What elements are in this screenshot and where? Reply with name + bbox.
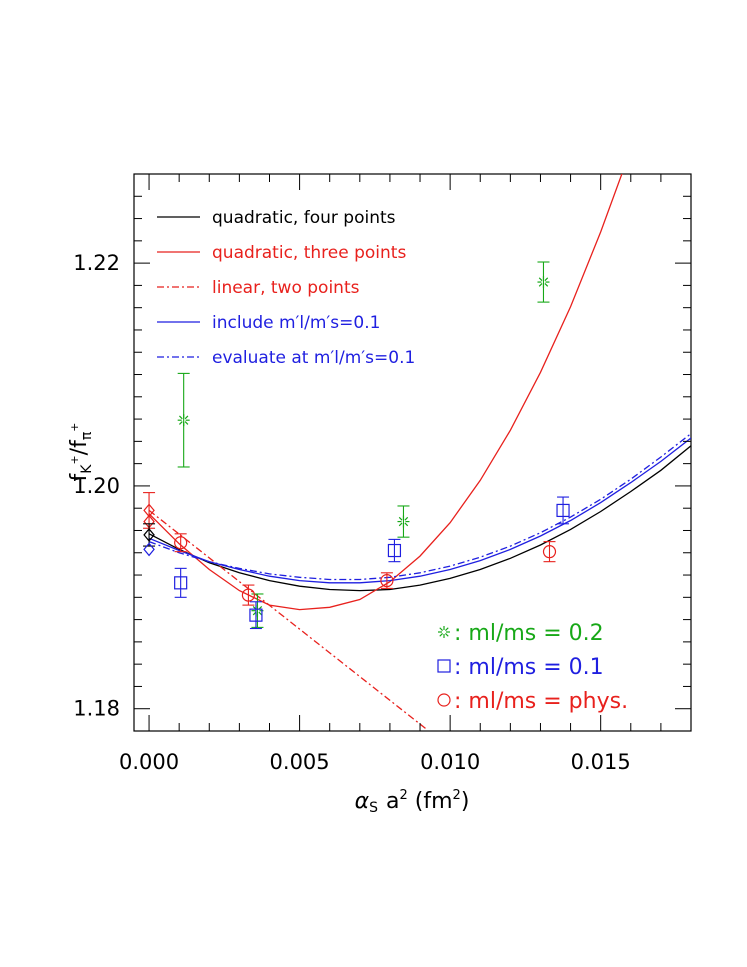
burst-ray [439,632,444,637]
burst-ray [398,516,403,521]
circle-marker [437,693,451,707]
square-marker [174,576,188,590]
fit-legend: quadratic, four points quadratic, three p… [157,208,415,368]
x-tick-label: 0.000 [119,750,179,774]
x-tick-label: 0.010 [420,750,480,774]
y-tick-label: 1.20 [73,474,120,498]
x-tick-label: 0.015 [571,750,631,774]
legend-label: : ml/ms = 0.1 [454,655,604,680]
burst-ray [444,627,449,632]
diamond-marker [143,527,155,542]
legend-label: : ml/ms = 0.2 [454,621,604,646]
burst-ray [439,627,444,632]
legend-label: quadratic, three points [212,243,406,263]
point-legend: : ml/ms = 0.2 : ml/ms = 0.1 : ml/ms = phys… [437,621,628,714]
y-tick-label: 1.18 [73,697,120,721]
legend-label: quadratic, four points [212,208,396,228]
burst-ray [538,277,543,282]
fit-curves [148,174,691,730]
burst-ray [544,277,549,282]
burst-marker [397,515,410,528]
fit-curve [148,445,691,592]
x-axis-label: αS a2 (fm2) [355,788,470,816]
fit-curve [148,174,623,611]
square-marker [249,608,263,622]
circle-marker [241,588,256,602]
circle-marker [380,574,394,588]
burst-ray [184,415,189,420]
burst-ray [258,611,263,616]
data-points [143,261,570,630]
burst-ray [398,522,403,527]
square-marker [437,659,451,673]
axes: 0.000 0.005 0.010 0.015 1.18 1.20 1.22 [73,173,692,774]
y-axis-label: fK+/fπ+ [67,423,95,482]
burst-marker [438,626,450,638]
burst-ray [538,283,543,287]
fit-curve [148,433,691,581]
y-tick-label: 1.22 [73,251,120,275]
legend-label: include m′l/m′s=0.1 [212,313,380,333]
x-tick-label: 0.005 [270,750,330,774]
legend-label: linear, two points [212,278,360,298]
circle-marker [542,545,557,559]
fit-curve [148,509,427,730]
circle-marker [174,536,188,550]
burst-marker [537,276,550,289]
legend-label: evaluate at m′l/m′s=0.1 [212,348,415,368]
diamond-marker [143,542,155,557]
plot-frame [133,173,692,732]
square-marker [556,503,570,518]
legend-label: : ml/ms = phys. [454,689,628,714]
burst-ray [444,632,449,637]
burst-ray [179,415,183,420]
burst-ray [184,421,189,425]
fit-curve [148,437,691,584]
burst-ray [404,516,409,521]
burst-ray [404,522,409,527]
burst-ray [544,283,549,287]
burst-marker [177,414,190,427]
burst-ray [179,421,183,425]
square-marker [387,543,402,558]
